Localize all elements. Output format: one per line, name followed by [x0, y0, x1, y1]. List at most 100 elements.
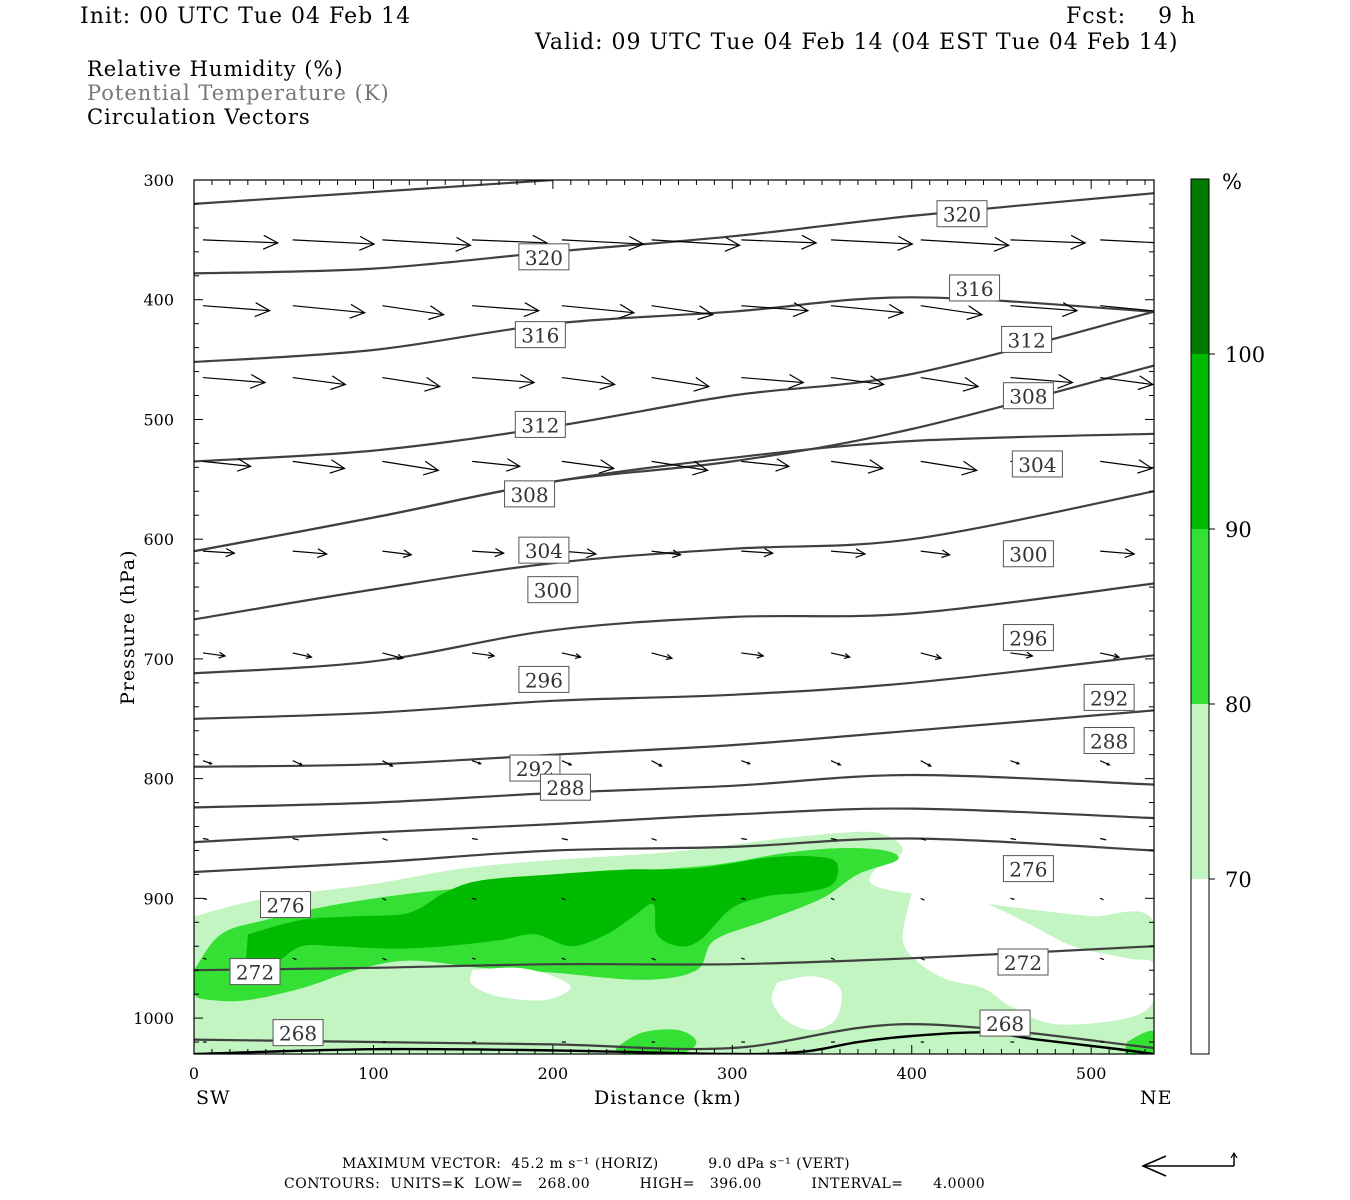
rh-90-region: [245, 855, 839, 984]
theta-contour-layer: [194, 180, 1154, 1054]
reference-vector-icon: [1141, 1151, 1238, 1177]
colorbar-swatch: [1191, 354, 1209, 529]
circulation-vector: [382, 305, 445, 321]
contour-label-box: [1011, 450, 1063, 478]
circulation-vector: [741, 458, 791, 472]
legend-theta: Potential Temperature (K): [87, 81, 390, 105]
x-axis-label: Distance (km): [594, 1087, 742, 1109]
vector-layer: [202, 234, 1154, 1043]
circulation-vector: [1010, 760, 1021, 765]
circulation-vector: [382, 897, 387, 901]
circulation-vector: [651, 760, 663, 767]
circulation-vector: [202, 302, 271, 318]
contour-label-text: 288: [546, 776, 584, 800]
footer-max-vector: MAXIMUM VECTOR: 45.2 m s⁻¹ (HORIZ) 9.0 d…: [342, 1156, 851, 1172]
contour-label-312: 312: [514, 410, 566, 438]
circulation-vector: [920, 957, 925, 961]
x-tick-label: 100: [358, 1064, 389, 1083]
contour-label-276: 276: [1002, 855, 1054, 883]
circulation-vector: [651, 376, 711, 392]
circulation-vector: [202, 897, 208, 900]
contour-label-text: 316: [955, 277, 993, 301]
circulation-vector: [651, 549, 682, 559]
contour-label-316: 316: [514, 321, 566, 349]
contour-label-box: [514, 410, 566, 438]
legend-rh: Relative Humidity (%): [87, 57, 344, 81]
circulation-vector: [382, 957, 387, 961]
contour-label-text: 312: [521, 413, 559, 437]
circulation-vector: [561, 957, 566, 961]
contour-label-320: 320: [518, 243, 570, 271]
contour-label-304: 304: [1011, 450, 1063, 478]
circulation-vector: [471, 897, 477, 900]
contour-label-box: [979, 1009, 1031, 1037]
circulation-vector: [382, 549, 413, 559]
circulation-vector: [741, 302, 810, 318]
y-tick-label: 500: [143, 410, 174, 429]
circulation-vector: [561, 375, 616, 391]
circulation-vector: [741, 957, 745, 960]
circulation-vector: [292, 303, 367, 319]
colorbar-swatch: [1191, 529, 1209, 704]
contour-label-box: [504, 480, 556, 508]
contour-label-box: [272, 1019, 324, 1047]
circulation-vector: [1010, 234, 1087, 250]
theta-contour-268: [194, 1022, 1154, 1051]
circulation-vector: [472, 302, 541, 318]
contour-label-text: 272: [236, 961, 274, 985]
circulation-vector: [651, 957, 656, 961]
theta-contour-272: [194, 945, 1154, 972]
contour-label-box: [539, 773, 591, 801]
y-tick-label: 300: [143, 171, 174, 190]
contour-label-box: [949, 274, 1001, 302]
circulation-vector: [1100, 459, 1154, 474]
contour-label-text: 276: [1009, 858, 1047, 882]
circulation-vector: [830, 459, 885, 474]
valid-time: Valid: 09 UTC Tue 04 Feb 14 (04 EST Tue …: [535, 30, 1179, 55]
circulation-vector: [1010, 373, 1074, 389]
theta-contour-292: [194, 654, 1154, 720]
contour-label-box: [1002, 540, 1054, 568]
circulation-vector: [830, 957, 835, 961]
contour-label-272: 272: [997, 948, 1049, 976]
y-tick-label: 400: [143, 291, 174, 310]
circulation-vector: [292, 235, 376, 251]
contour-label-text: 268: [279, 1022, 317, 1046]
circulation-vector: [1099, 897, 1104, 901]
contour-label-312: 312: [1001, 325, 1053, 353]
contour-label-box: [997, 948, 1049, 976]
circulation-vector: [741, 373, 805, 389]
circulation-vector: [651, 652, 674, 661]
circulation-vector: [1010, 897, 1015, 900]
contour-label-288: 288: [539, 773, 591, 801]
circulation-vector: [561, 837, 568, 841]
circulation-vector: [382, 837, 388, 841]
theta-contour-276: [194, 837, 1154, 874]
contour-label-box: [1083, 683, 1135, 711]
contour-label-272: 272: [229, 958, 281, 986]
circulation-vector: [202, 837, 209, 841]
terrain-line: [194, 1031, 1154, 1054]
circulation-vector: [472, 547, 505, 558]
contour-label-320: 320: [936, 200, 988, 228]
circulation-vector: [202, 373, 267, 389]
theta-contour-300: [194, 490, 1154, 621]
circulation-vector: [292, 548, 329, 559]
circulation-vector: [741, 760, 752, 765]
theta-contour-312: [194, 310, 1154, 463]
circulation-vector: [830, 837, 838, 841]
y-tick-label: 700: [143, 650, 174, 669]
x-tick-label: 200: [538, 1064, 569, 1083]
circulation-vector: [741, 837, 747, 841]
circulation-vector: [651, 236, 741, 252]
circulation-vector: [382, 236, 472, 252]
colorbar-swatch: [1191, 704, 1209, 879]
circulation-vector: [202, 458, 252, 472]
contour-label-296: 296: [1002, 624, 1054, 652]
contour-label-text: 304: [1018, 453, 1056, 477]
contour-label-text: 300: [534, 579, 572, 603]
rh-dry-hole-2: [771, 976, 842, 1031]
contour-label-text: 292: [1090, 686, 1128, 710]
circulation-vector: [830, 235, 914, 251]
